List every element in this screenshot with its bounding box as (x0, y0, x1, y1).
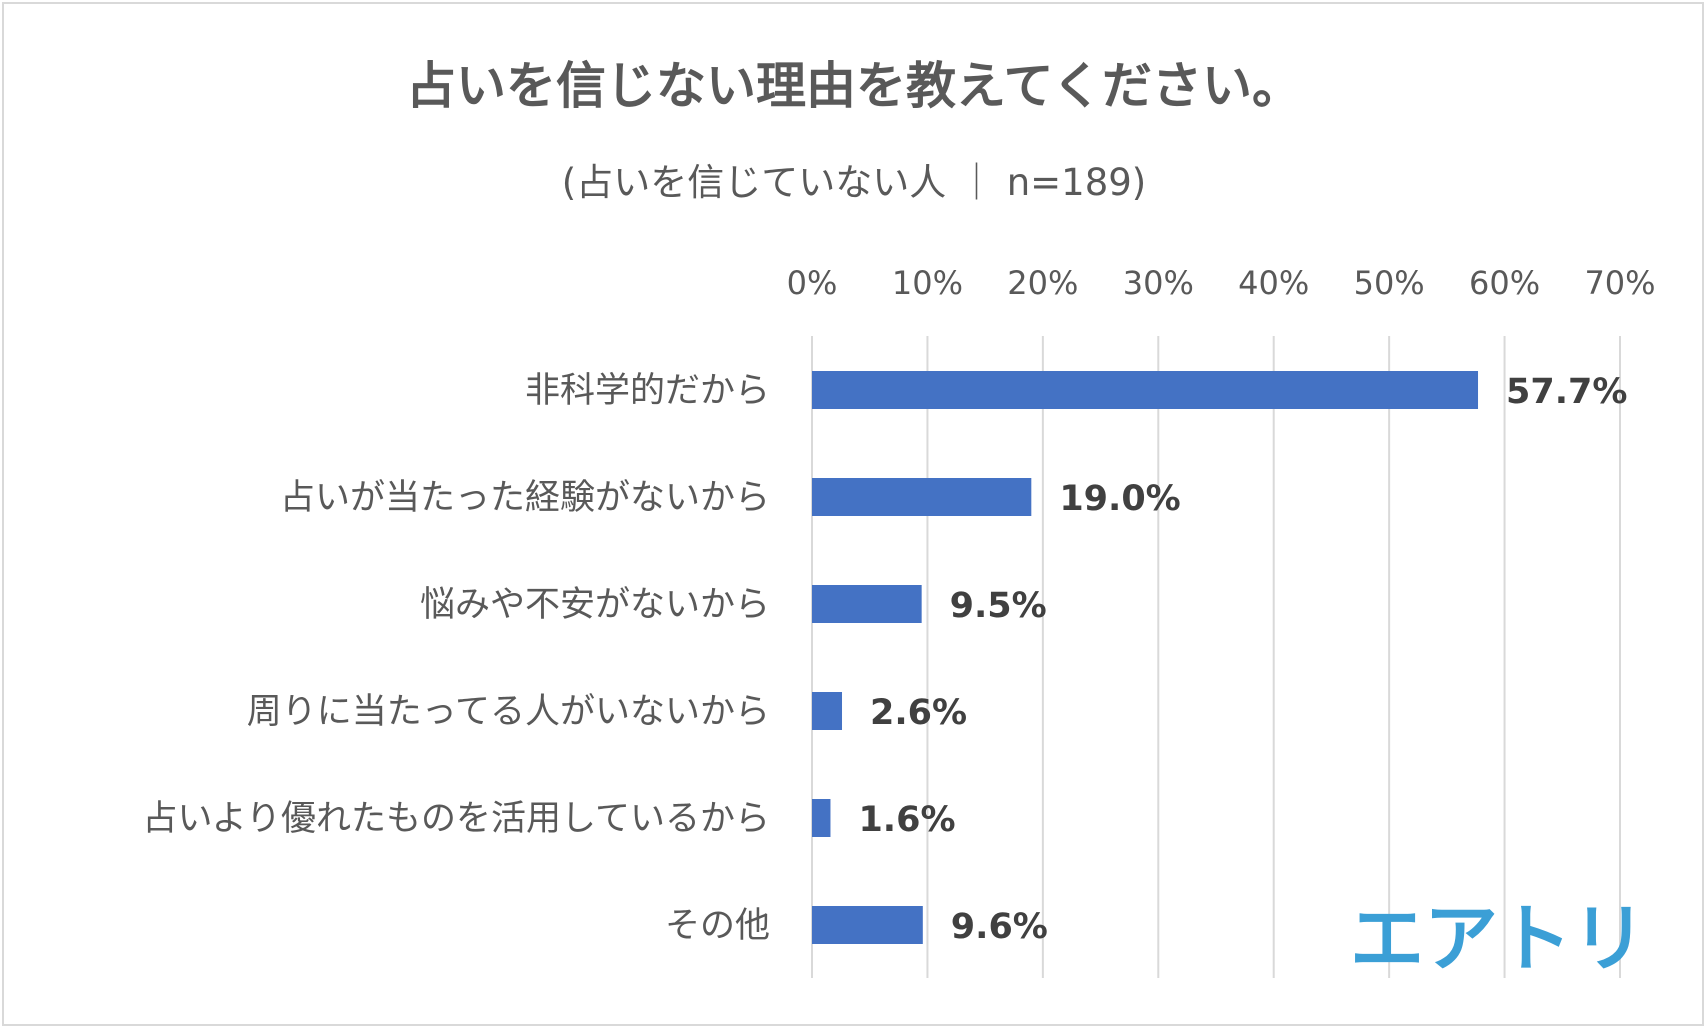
value-label: 2.6% (870, 693, 967, 733)
value-labels: 57.7% 19.0% 9.5% 2.6% 1.6% 9.6% (858, 372, 1627, 947)
gridlines (811, 336, 1621, 978)
category-label: 占いより優れたものを活用しているから (142, 799, 770, 839)
value-label: 19.0% (1059, 479, 1180, 519)
bar (812, 692, 843, 730)
category-label: 悩みや不安がないから (420, 585, 770, 625)
bar (812, 799, 831, 837)
category-label: 非科学的だから (525, 371, 770, 411)
x-tick-label: 10% (892, 264, 963, 302)
bar (812, 585, 922, 623)
chart-title: 占いを信じない理由を教えてください。 (406, 57, 1302, 115)
x-axis-ticks: 0% 10% 20% 30% 40% 50% 60% 70% (787, 264, 1656, 302)
chart-subtitle: (占いを信じていない人 ｜ n=189) (562, 161, 1146, 204)
x-tick-label: 60% (1469, 264, 1540, 302)
value-label: 1.6% (858, 800, 955, 840)
x-tick-label: 20% (1007, 264, 1078, 302)
value-label: 9.5% (950, 586, 1047, 626)
bars (812, 371, 1479, 944)
value-label: 57.7% (1506, 372, 1627, 412)
x-tick-label: 50% (1354, 264, 1425, 302)
category-label: 周りに当たってる人がいないから (247, 692, 770, 732)
x-tick-label: 70% (1584, 264, 1655, 302)
bar (812, 906, 923, 944)
category-label: 占いが当たった経験がないから (280, 478, 770, 518)
bar (812, 371, 1479, 409)
x-tick-label: 40% (1238, 264, 1309, 302)
bar (812, 478, 1032, 516)
x-tick-label: 30% (1123, 264, 1194, 302)
category-labels: 非科学的だから占いが当たった経験がないから悩みや不安がないから周りに当たってる人… (142, 371, 770, 946)
x-tick-label: 0% (787, 264, 838, 302)
value-label: 9.6% (951, 907, 1048, 947)
brand-logo: エアトリ (1350, 896, 1646, 982)
category-label: その他 (665, 906, 770, 946)
